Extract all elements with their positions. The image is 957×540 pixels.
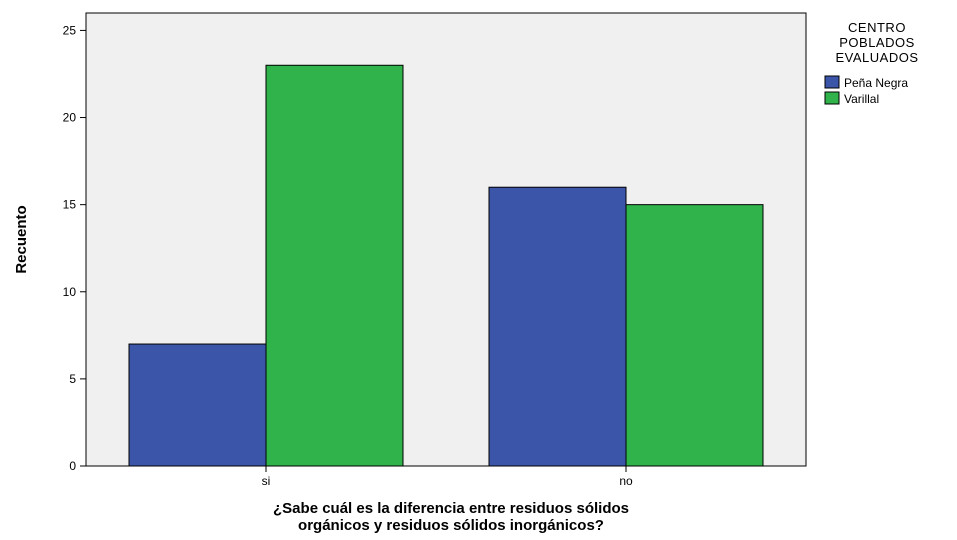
legend-title-line: EVALUADOS <box>835 50 918 65</box>
bar-varillal-si <box>265 64 404 467</box>
legend-swatch <box>824 91 840 105</box>
x-tick-label: no <box>619 474 633 488</box>
y-tick-label: 5 <box>69 372 76 386</box>
legend-title-line: POBLADOS <box>839 35 915 50</box>
legend-title-line: CENTRO <box>848 20 906 35</box>
y-tick-label: 20 <box>63 111 77 125</box>
bar-varillal-no <box>625 204 764 467</box>
y-axis-title: Recuento <box>13 205 30 273</box>
legend-label: Peña Negra <box>844 76 908 90</box>
x-tick-label: si <box>262 474 271 488</box>
y-tick-label: 0 <box>69 459 76 473</box>
x-axis-title-line: orgánicos y residuos sólidos inorgánicos… <box>298 517 604 534</box>
x-axis-title-line: ¿Sabe cuál es la diferencia entre residu… <box>273 500 629 517</box>
y-tick-label: 10 <box>63 285 77 299</box>
legend-swatch <box>824 75 840 89</box>
legend-label: Varillal <box>844 92 879 106</box>
y-tick-label: 15 <box>63 198 77 212</box>
bar-pena-negra-no <box>488 186 627 467</box>
bar-pena-negra-si <box>128 343 267 467</box>
y-tick-label: 25 <box>63 23 77 37</box>
